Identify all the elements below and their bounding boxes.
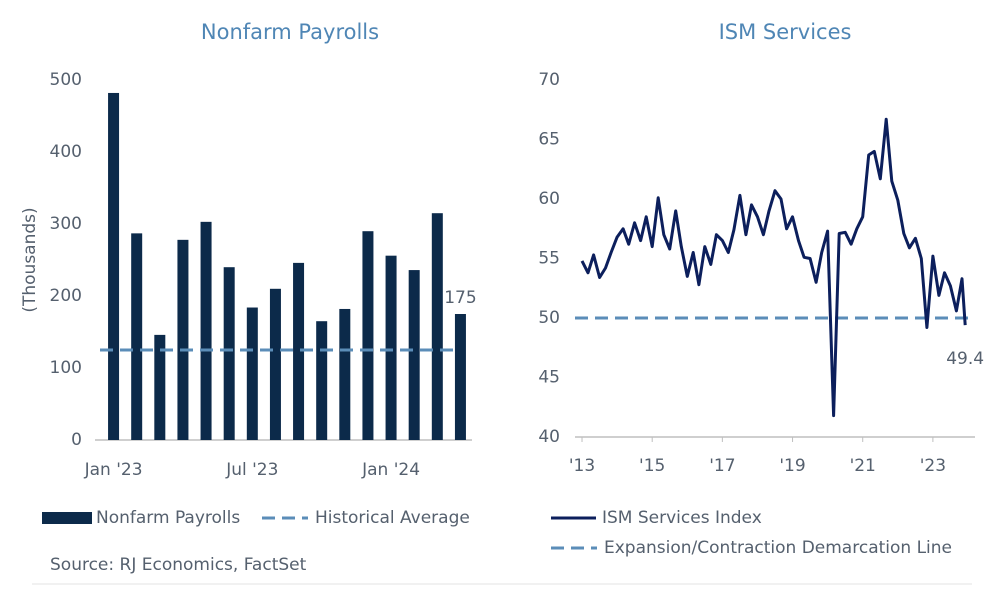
bar bbox=[269, 288, 281, 440]
bar bbox=[223, 267, 235, 440]
bar bbox=[131, 233, 143, 440]
x-tick-label: '19 bbox=[779, 456, 805, 476]
legend-label: Historical Average bbox=[315, 508, 470, 528]
bar bbox=[108, 92, 120, 441]
bar bbox=[431, 213, 443, 440]
x-tick-label: '23 bbox=[920, 456, 946, 476]
line-series bbox=[580, 117, 967, 418]
x-tick-label: Jan '24 bbox=[361, 460, 420, 480]
bar bbox=[362, 231, 374, 440]
y-tick-label: 100 bbox=[50, 358, 82, 378]
x-tick-label: Jul '23 bbox=[225, 460, 278, 480]
bar bbox=[408, 270, 420, 440]
y-tick-label: 50 bbox=[538, 308, 560, 328]
y-tick-label: 55 bbox=[538, 249, 560, 269]
bar bbox=[154, 334, 166, 440]
x-tick-label: Jan '23 bbox=[84, 460, 143, 480]
legend-label: Nonfarm Payrolls bbox=[96, 508, 240, 528]
bar bbox=[454, 314, 466, 440]
y-tick-label: 500 bbox=[50, 70, 82, 90]
data-label: 49.4 bbox=[946, 349, 984, 369]
bar bbox=[177, 239, 189, 440]
legend-label: ISM Services Index bbox=[602, 508, 762, 528]
chart-title: ISM Services bbox=[719, 20, 852, 44]
bar bbox=[293, 262, 305, 440]
bar bbox=[246, 307, 258, 440]
y-tick-label: 40 bbox=[538, 427, 560, 447]
y-axis-label: (Thousands) bbox=[20, 207, 40, 312]
source-note: Source: RJ Economics, FactSet bbox=[50, 555, 307, 575]
bar bbox=[200, 221, 212, 440]
y-tick-label: 60 bbox=[538, 189, 560, 209]
data-label: 175 bbox=[444, 288, 476, 308]
y-tick-label: 200 bbox=[50, 286, 82, 306]
y-tick-label: 45 bbox=[538, 368, 560, 388]
legend-swatch bbox=[42, 512, 92, 524]
legend-label: Expansion/Contraction Demarcation Line bbox=[604, 538, 952, 558]
x-tick-label: '21 bbox=[850, 456, 876, 476]
x-tick-label: '13 bbox=[569, 456, 595, 476]
y-tick-label: 65 bbox=[538, 130, 560, 150]
bar bbox=[385, 255, 397, 440]
y-tick-label: 70 bbox=[538, 70, 560, 90]
y-tick-label: 0 bbox=[71, 430, 82, 450]
x-tick-label: '15 bbox=[639, 456, 665, 476]
chart-title: Nonfarm Payrolls bbox=[201, 20, 379, 44]
bar bbox=[316, 321, 328, 440]
bar bbox=[339, 308, 351, 440]
y-tick-label: 400 bbox=[50, 142, 82, 162]
y-tick-label: 300 bbox=[50, 214, 82, 234]
x-tick-label: '17 bbox=[709, 456, 735, 476]
